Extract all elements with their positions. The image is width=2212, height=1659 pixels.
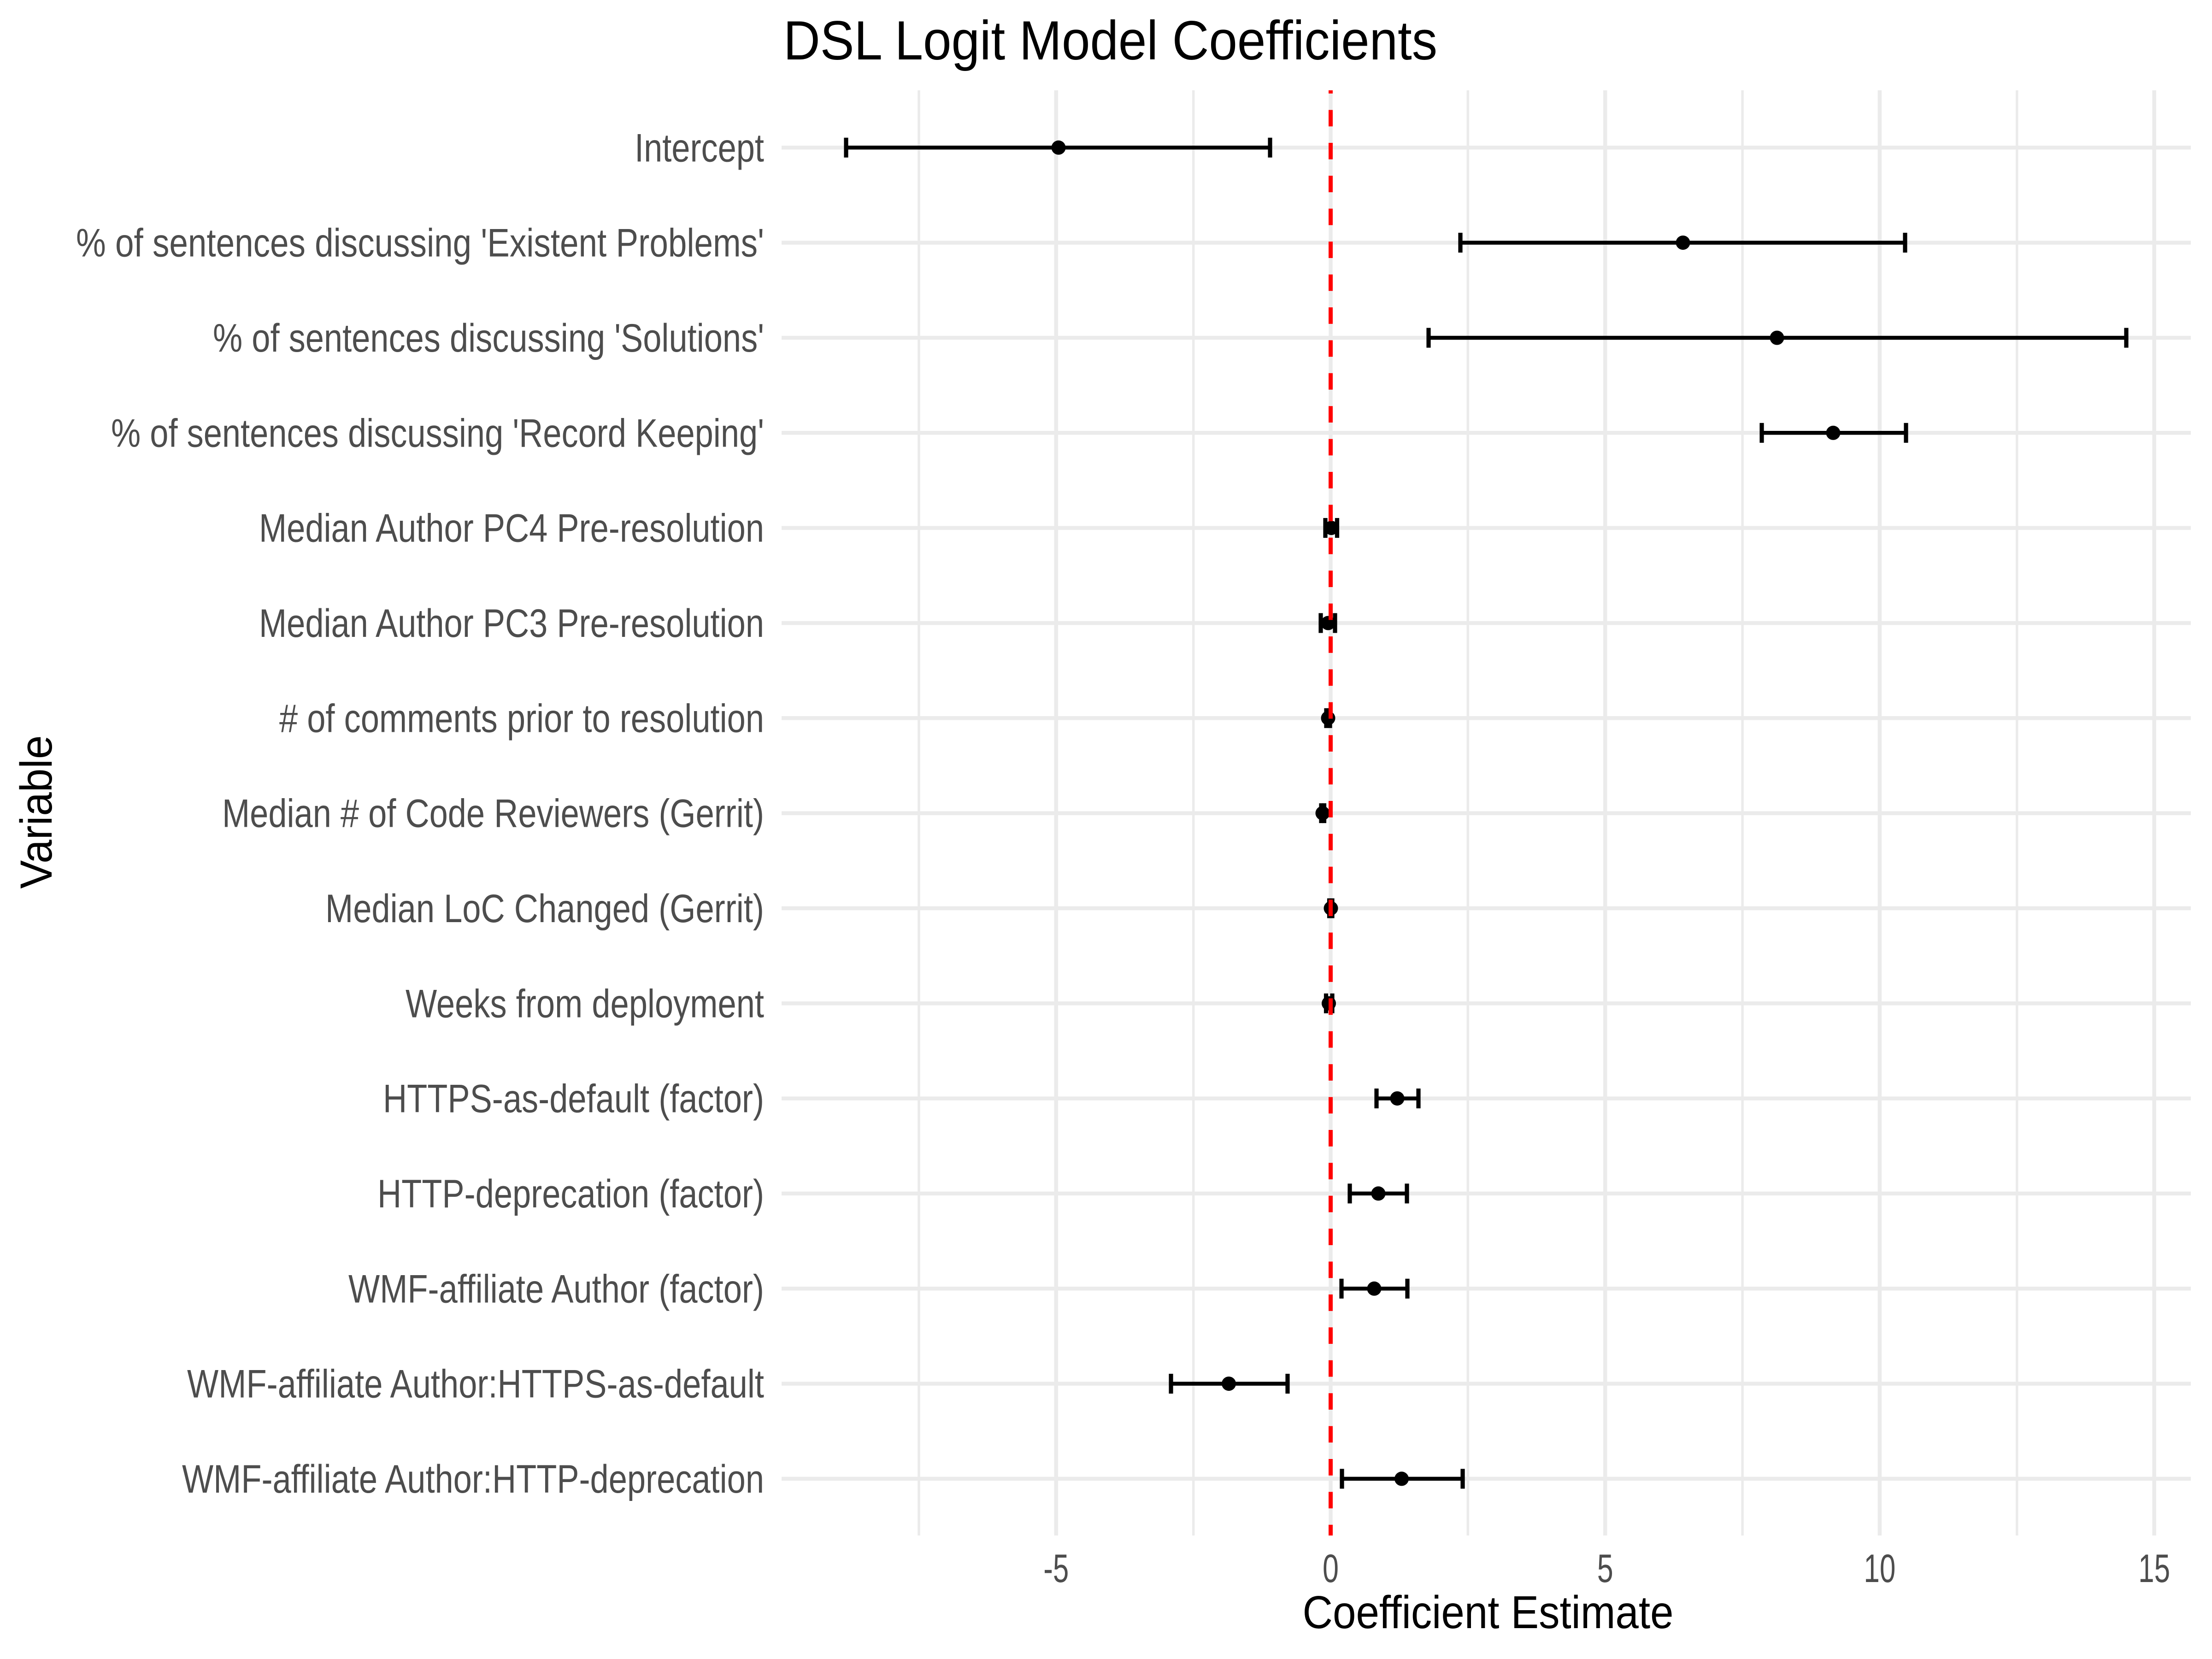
svg-text:% of sentences discussing 'Sol: % of sentences discussing 'Solutions' [213,316,764,360]
svg-text:HTTP-deprecation (factor): HTTP-deprecation (factor) [377,1172,764,1216]
svg-text:Coefficient Estimate: Coefficient Estimate [1303,1587,1674,1638]
svg-text:WMF-affiliate Author:HTTPS-as-: WMF-affiliate Author:HTTPS-as-default [187,1362,764,1406]
svg-text:% of sentences discussing 'Rec: % of sentences discussing 'Record Keepin… [111,411,764,455]
svg-text:WMF-affiliate Author (factor): WMF-affiliate Author (factor) [348,1267,764,1311]
svg-text:# of comments prior to resolut: # of comments prior to resolution [279,696,764,741]
svg-text:-5: -5 [1043,1547,1069,1591]
svg-text:Variable: Variable [11,735,61,889]
svg-text:Median Author PC4 Pre-resoluti: Median Author PC4 Pre-resolution [259,506,764,551]
svg-text:% of sentences discussing 'Exi: % of sentences discussing 'Existent Prob… [76,221,764,265]
svg-text:Median # of Code Reviewers (Ge: Median # of Code Reviewers (Gerrit) [222,792,764,836]
svg-text:WMF-affiliate Author:HTTP-depr: WMF-affiliate Author:HTTP-deprecation [182,1457,764,1501]
svg-text:Intercept: Intercept [635,126,764,170]
svg-text:Median LoC Changed (Gerrit): Median LoC Changed (Gerrit) [325,887,764,931]
svg-text:Median Author PC3 Pre-resoluti: Median Author PC3 Pre-resolution [259,601,764,646]
svg-text:DSL Logit Model Coefficients: DSL Logit Model Coefficients [783,10,1437,71]
svg-text:10: 10 [1864,1547,1895,1591]
svg-text:HTTPS-as-default (factor): HTTPS-as-default (factor) [383,1077,764,1121]
svg-text:15: 15 [2138,1547,2170,1591]
svg-text:5: 5 [1597,1547,1613,1591]
svg-text:0: 0 [1323,1547,1339,1591]
svg-text:Weeks from deployment: Weeks from deployment [406,982,764,1026]
